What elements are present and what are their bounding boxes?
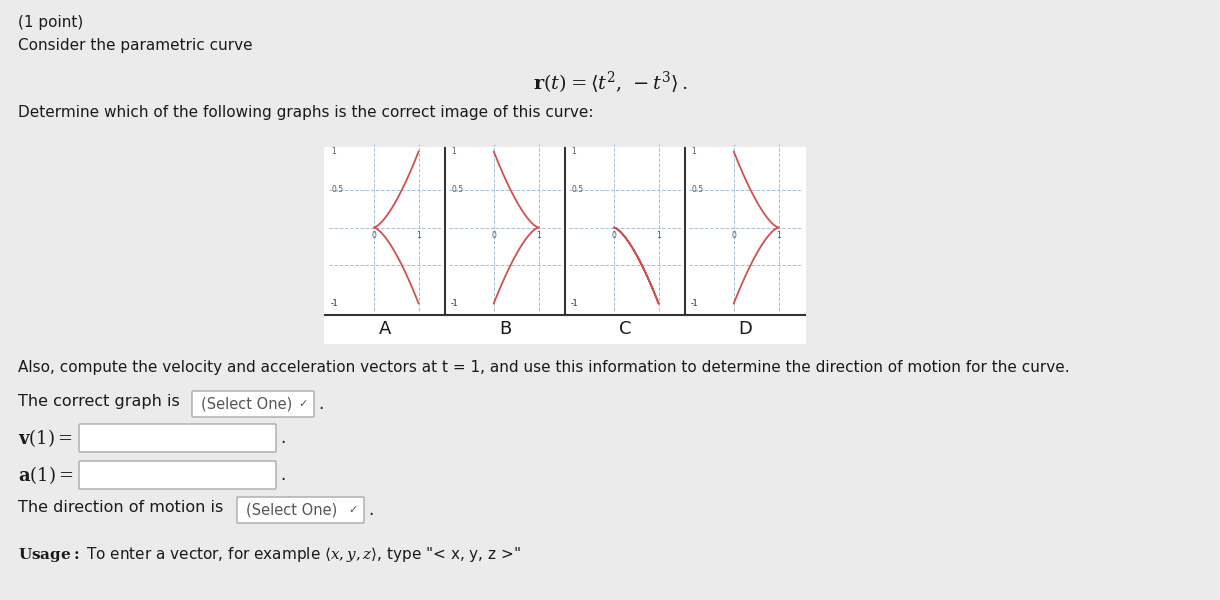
Text: -1: -1 — [691, 299, 699, 308]
Text: $\mathbf{v}(1)=$: $\mathbf{v}(1)=$ — [18, 427, 73, 449]
Text: -1: -1 — [571, 299, 578, 308]
Text: .: . — [281, 466, 285, 484]
Text: (Select One): (Select One) — [246, 503, 337, 517]
Text: .: . — [281, 429, 285, 447]
Text: -1: -1 — [331, 299, 338, 308]
Text: 0.5: 0.5 — [451, 185, 464, 194]
Text: $\mathbf{Usage{:}}$ To enter a vector, for example $\langle x, y, z\rangle$, typ: $\mathbf{Usage{:}}$ To enter a vector, f… — [18, 545, 521, 564]
Text: -1: -1 — [691, 299, 699, 308]
Text: The direction of motion is: The direction of motion is — [18, 500, 223, 515]
Text: 0: 0 — [371, 230, 376, 239]
Text: C: C — [619, 320, 631, 338]
Text: 0: 0 — [611, 230, 616, 239]
Text: 1: 1 — [776, 230, 781, 239]
Text: Also, compute the velocity and acceleration vectors at t = 1, and use this infor: Also, compute the velocity and accelerat… — [18, 360, 1070, 375]
FancyBboxPatch shape — [79, 461, 276, 489]
Text: 1: 1 — [416, 230, 421, 239]
Text: .: . — [368, 501, 373, 519]
Text: A: A — [379, 320, 392, 338]
Text: 1: 1 — [656, 230, 661, 239]
Text: 1: 1 — [571, 147, 576, 156]
Text: Determine which of the following graphs is the correct image of this curve:: Determine which of the following graphs … — [18, 105, 593, 120]
Text: 0.5: 0.5 — [571, 185, 583, 194]
Text: The correct graph is: The correct graph is — [18, 394, 179, 409]
Text: ✓: ✓ — [299, 399, 307, 409]
FancyBboxPatch shape — [79, 424, 276, 452]
FancyBboxPatch shape — [192, 391, 314, 417]
Text: 0.5: 0.5 — [691, 185, 703, 194]
Text: B: B — [499, 320, 511, 338]
Text: $\mathbf{a}(1)=$: $\mathbf{a}(1)=$ — [18, 464, 73, 486]
Text: 1: 1 — [451, 147, 456, 156]
Text: 0: 0 — [492, 230, 497, 239]
Text: 0: 0 — [731, 230, 736, 239]
Text: (Select One): (Select One) — [201, 397, 293, 412]
Text: Consider the parametric curve: Consider the parametric curve — [18, 38, 253, 53]
Text: D: D — [738, 320, 752, 338]
Text: .: . — [318, 395, 323, 413]
Text: -1: -1 — [571, 299, 578, 308]
FancyBboxPatch shape — [237, 497, 364, 523]
Text: -1: -1 — [451, 299, 459, 308]
Text: $\mathbf{r}(t) = \langle t^2,\,-t^3\rangle\,.$: $\mathbf{r}(t) = \langle t^2,\,-t^3\rang… — [532, 70, 688, 96]
Text: (1 point): (1 point) — [18, 15, 83, 30]
Text: -1: -1 — [451, 299, 459, 308]
Text: 1: 1 — [331, 147, 336, 156]
Text: 1: 1 — [537, 230, 540, 239]
Text: 0.5: 0.5 — [331, 185, 343, 194]
Text: ✓: ✓ — [349, 505, 357, 515]
Text: -1: -1 — [331, 299, 338, 308]
Bar — [325, 148, 805, 343]
Text: 1: 1 — [691, 147, 695, 156]
